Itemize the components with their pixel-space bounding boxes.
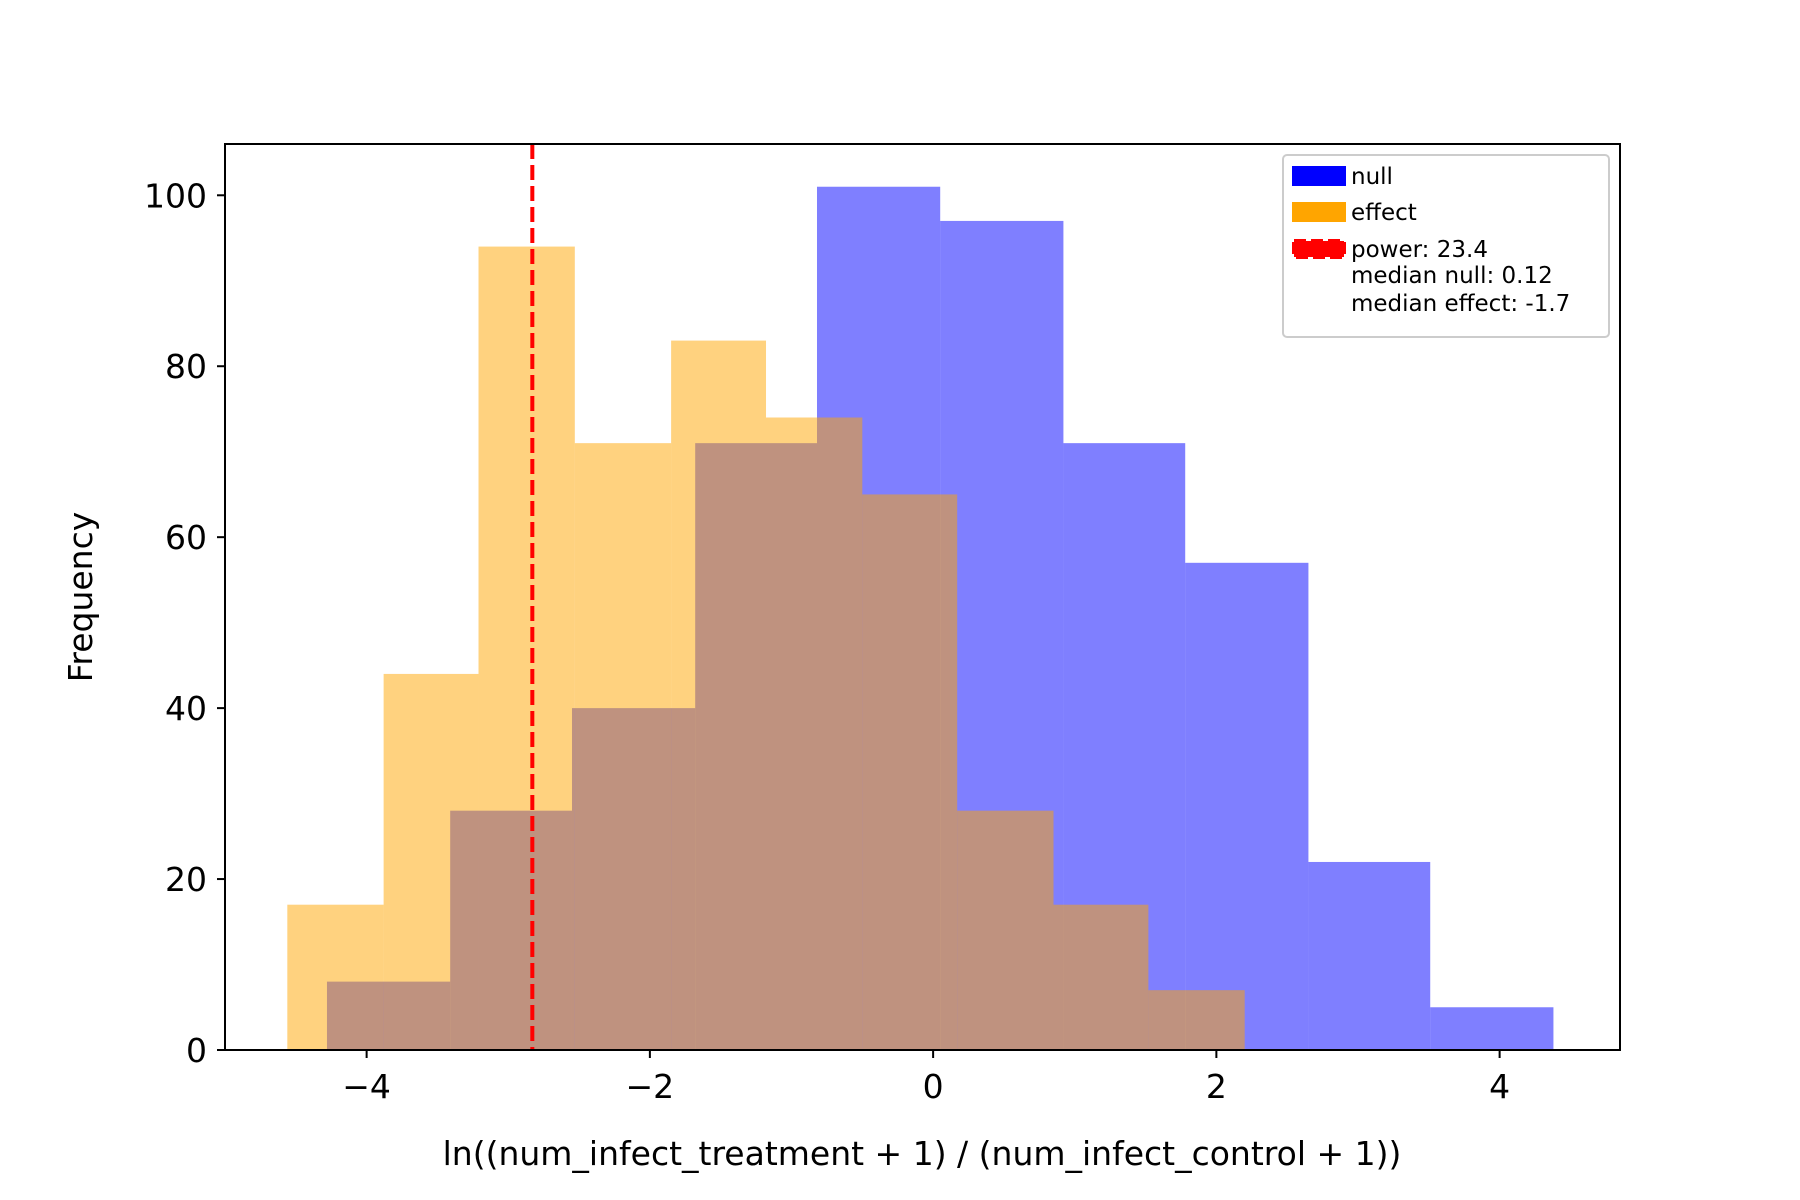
bar-effect-0 xyxy=(287,904,384,1050)
x-tick-label: −4 xyxy=(342,1067,391,1106)
y-tick-label: 20 xyxy=(165,860,207,899)
legend-median-text: median null: 0.12 xyxy=(1351,263,1553,289)
bar-effect-6 xyxy=(862,494,958,1050)
legend-label: effect xyxy=(1351,200,1417,226)
plot-frame xyxy=(224,143,1621,1051)
bar-null-8 xyxy=(1308,861,1431,1050)
bar-null-7 xyxy=(1185,562,1309,1050)
legend-swatch-effect xyxy=(1292,202,1346,222)
legend-label: null xyxy=(1351,164,1393,190)
y-tick-label: 100 xyxy=(144,176,207,215)
legend-box xyxy=(1282,154,1610,338)
legend-median-text: median effect: -1.7 xyxy=(1351,291,1570,317)
bar-null-9 xyxy=(1430,1007,1554,1050)
legend-swatch-power xyxy=(1292,239,1346,259)
legend-label: power: 23.4 xyxy=(1351,237,1488,263)
y-axis-title: Frequency xyxy=(61,512,100,682)
y-tick-label: 0 xyxy=(186,1031,207,1070)
bar-effect-1 xyxy=(383,673,479,1050)
bar-effect-7 xyxy=(957,810,1054,1050)
x-tick-label: 4 xyxy=(1489,1067,1510,1106)
x-tick-label: 2 xyxy=(1206,1067,1227,1106)
bar-effect-3 xyxy=(574,443,672,1050)
bar-effect-9 xyxy=(1148,990,1245,1050)
x-tick-label: 0 xyxy=(923,1067,944,1106)
x-tick-label: −2 xyxy=(626,1067,675,1106)
y-tick-label: 40 xyxy=(165,689,207,728)
x-axis-title: ln((num_infect_treatment + 1) / (num_inf… xyxy=(443,1134,1402,1173)
y-tick-label: 80 xyxy=(165,347,207,386)
bar-effect-8 xyxy=(1053,904,1149,1050)
bar-effect-2 xyxy=(478,246,575,1050)
histogram-bars xyxy=(287,186,1554,1051)
bar-effect-5 xyxy=(766,417,863,1051)
legend-swatch-null xyxy=(1292,166,1346,186)
y-tick-label: 60 xyxy=(165,518,207,557)
bar-effect-4 xyxy=(671,340,767,1050)
